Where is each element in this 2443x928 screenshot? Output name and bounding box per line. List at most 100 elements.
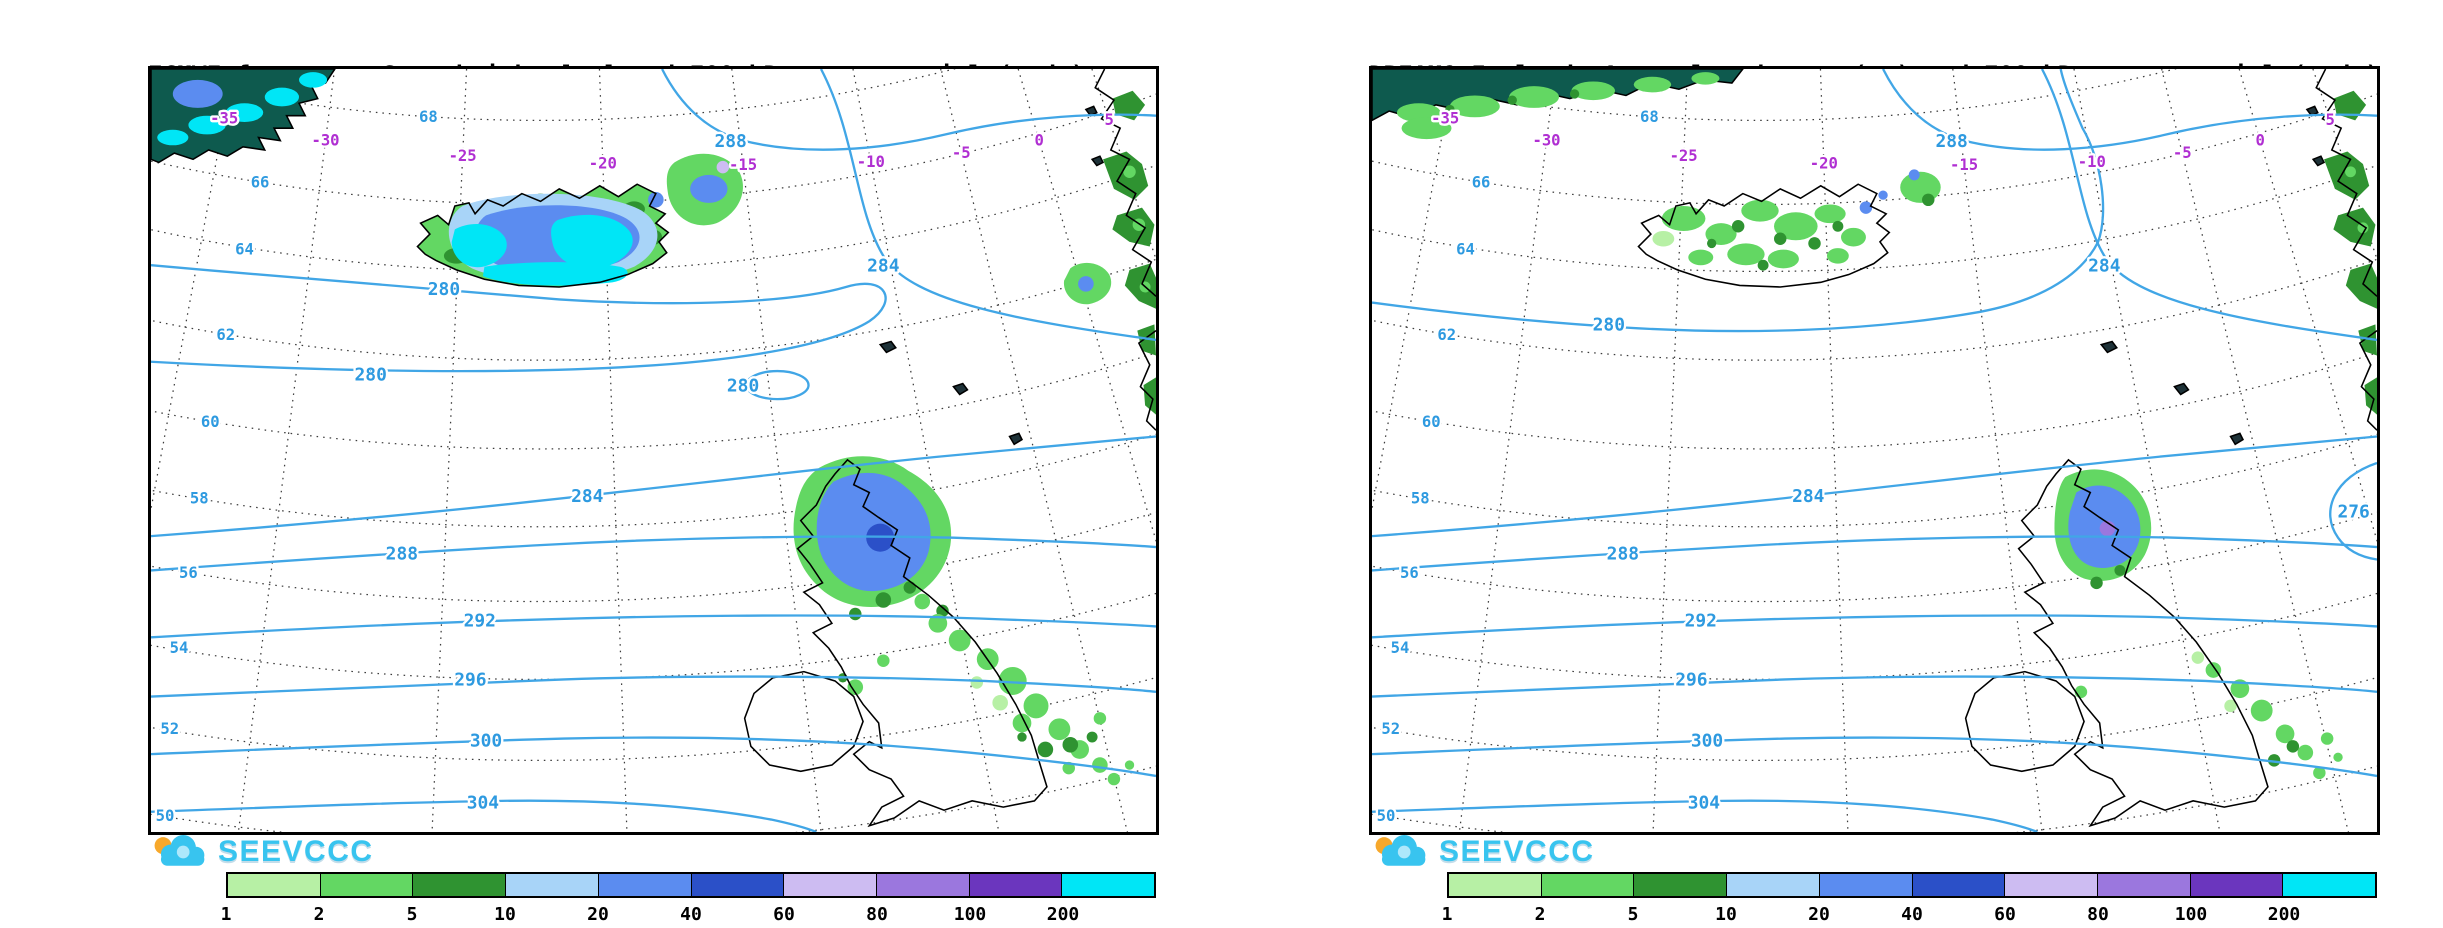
colorbar-segment [1062, 874, 1155, 896]
map-frame: 68 66 64 62 60 58 56 54 52 50 -35 -30 -25 -20 -15 -10 -5… [1369, 66, 2380, 835]
coastline [416, 183, 670, 288]
colorbar-bar [1447, 872, 2377, 898]
geopotential-label: 292 [464, 610, 496, 631]
meridian-line [1458, 69, 1557, 832]
island [2311, 155, 2326, 167]
island [1008, 432, 1024, 446]
coastline-layer [1637, 69, 2377, 828]
latitude-label: 68 [1640, 108, 1659, 126]
geopotential-label: 300 [470, 730, 502, 751]
island [2305, 105, 2319, 117]
parallel-line [151, 69, 955, 121]
geopotential-contour [1372, 69, 2105, 333]
colorbar-tick-label: 10 [494, 904, 516, 925]
parallel-line [1372, 69, 2176, 121]
geopotential-label: 280 [1593, 315, 1625, 336]
coastline [1137, 329, 1156, 431]
colorbar-segment [506, 874, 599, 896]
latitude-label: 52 [1381, 720, 1400, 738]
geopotential-label: 280 [428, 279, 460, 300]
seevccc-logo: SEEVCCC [152, 834, 374, 870]
geopotential-label: 304 [1688, 793, 1720, 814]
geopotential-label: 296 [1675, 670, 1707, 691]
meridian-line [2161, 69, 2350, 832]
colorbar-tick-label: 5 [406, 904, 418, 925]
longitude-label: -35 [210, 110, 238, 128]
geopotential-contour [661, 69, 1156, 151]
longitude-label: 0 [2255, 131, 2264, 149]
longitude-label: -5 [952, 144, 971, 162]
coastline-layer [416, 69, 1156, 828]
colorbar-segment [969, 874, 1063, 896]
latitude-label: 58 [1411, 489, 1430, 507]
colorbar-tick-label: 200 [2267, 904, 2301, 925]
latitude-label: 54 [170, 639, 189, 657]
closed-low-contour [745, 369, 810, 401]
latitude-label: 62 [216, 326, 235, 344]
colorbar-segment [228, 874, 321, 896]
latitude-label: 50 [1377, 807, 1396, 825]
colorbar-tick-label: 10 [1715, 904, 1737, 925]
latitude-label: 54 [1391, 639, 1410, 657]
colorbar-segment [1634, 874, 1728, 896]
colorbar-tick-label: 200 [1046, 904, 1080, 925]
cloud-sun-icon [154, 835, 205, 866]
geopotential-contour [151, 675, 1156, 698]
geopotential-label: 288 [386, 544, 418, 565]
longitude-label: 0 [1034, 131, 1043, 149]
snow-colorbar: 1 2 5 10 20 40 60 80 100 200 [221, 872, 1156, 928]
geopotential-label: 300 [1691, 730, 1723, 751]
longitude-label: -15 [729, 156, 757, 174]
panel-ecmwf: ECMWF forecast: Snow height [cm] and 700… [0, 0, 1221, 925]
colorbar-tick-label: 80 [866, 904, 888, 925]
latitude-label: 64 [1456, 240, 1475, 258]
logo-text: SEEVCCC [1439, 835, 1595, 868]
meridian-line [237, 69, 336, 832]
snow-colorbar: 1 2 5 10 20 40 60 80 100 200 [1442, 872, 2377, 928]
geopotential-contour [151, 535, 1156, 572]
island [878, 340, 897, 354]
colorbar-segment [1541, 874, 1635, 896]
geopotential-contour [819, 69, 1156, 342]
longitude-label: -20 [589, 155, 617, 173]
latitude-label: 64 [235, 240, 254, 258]
colorbar-tick-label: 40 [1901, 904, 1923, 925]
longitude-label: 5 [2326, 111, 2335, 129]
coastline [2358, 329, 2377, 431]
colorbar-segment [1819, 874, 1913, 896]
geopotential-label: 284 [571, 486, 603, 507]
colorbar-segment [2283, 874, 2376, 896]
island [1090, 155, 1105, 167]
geopotential-contour [1372, 675, 2377, 698]
latitude-label: 66 [1472, 173, 1491, 191]
geopotential-contour [151, 264, 887, 373]
meridian-line [1017, 69, 1156, 543]
latitude-label: 50 [156, 807, 175, 825]
colorbar-tick-label: 40 [680, 904, 702, 925]
latitude-label: 52 [160, 720, 179, 738]
colorbar-segment [1449, 874, 1542, 896]
geopotential-label: 284 [2088, 255, 2120, 276]
snow-layer [151, 69, 1156, 786]
colorbar-segment [2190, 874, 2284, 896]
snow-layer [1372, 69, 2377, 780]
longitude-label: -5 [2173, 144, 2192, 162]
geopotential-contour [151, 736, 1156, 778]
colorbar-tick-label: 2 [1534, 904, 1546, 925]
geopotential-label: 284 [867, 255, 899, 276]
longitude-label: -30 [1532, 131, 1560, 149]
colorbar-tick-label: 100 [2174, 904, 2208, 925]
contour-layer [1372, 69, 2377, 832]
coastline [1964, 670, 2085, 773]
colorbar-tick-label: 60 [1994, 904, 2016, 925]
geopotential-contour [1372, 535, 2377, 572]
longitude-label: -15 [1950, 156, 1978, 174]
longitude-label: -25 [449, 147, 477, 165]
latitude-label: 60 [1422, 413, 1441, 431]
geopotential-contour [2040, 69, 2377, 342]
colorbar-tick-label: 60 [773, 904, 795, 925]
colorbar-tick-label: 20 [1808, 904, 1830, 925]
longitude-label: -20 [1810, 155, 1838, 173]
